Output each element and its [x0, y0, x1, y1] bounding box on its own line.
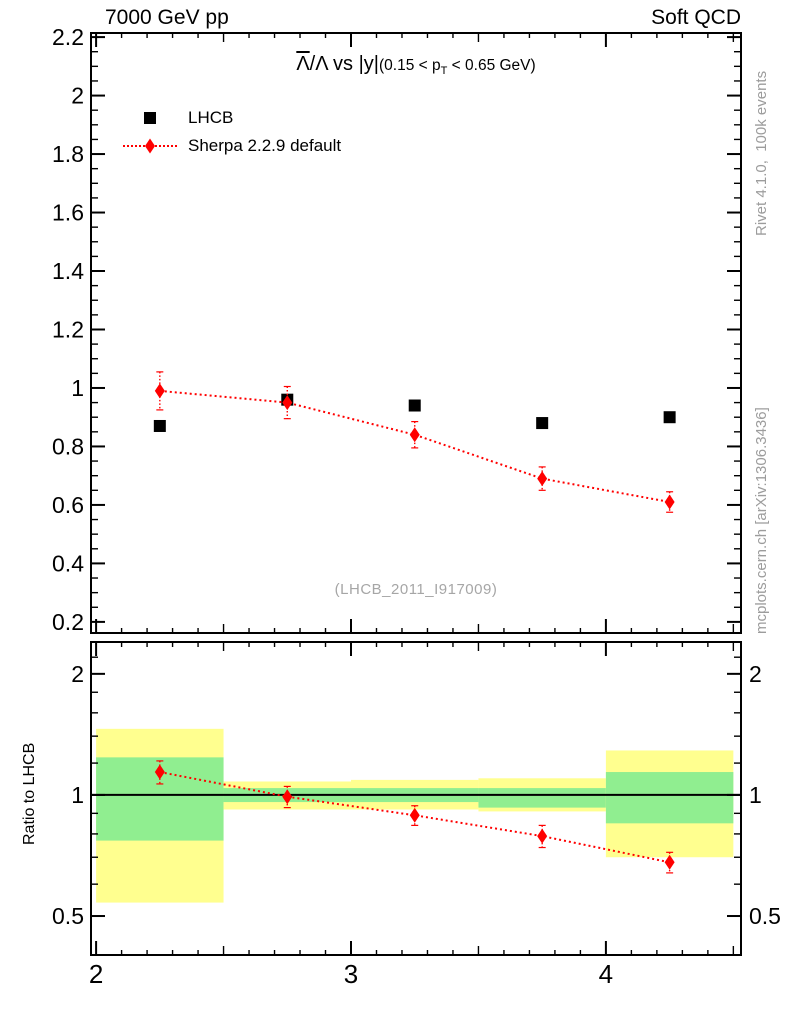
plot-title: Λ/Λ vs |y|(0.15 < pT < 0.65 GeV): [91, 53, 741, 77]
tick-label: 0.8: [52, 433, 84, 459]
diamond-marker: [537, 828, 548, 844]
square-marker: [408, 399, 421, 412]
tick-label: 0.5: [52, 903, 84, 929]
sherpa-line: [159, 389, 670, 503]
legend-marker-cell: [122, 112, 178, 124]
header-process-group: Soft QCD: [651, 6, 741, 29]
legend: LHCB Sherpa 2.2.9 default: [122, 104, 341, 160]
tick-label: 4: [599, 959, 613, 989]
square-marker: [153, 419, 166, 432]
legend-item-lhcb: LHCB: [122, 104, 341, 132]
side-caption-rivet: Rivet 4.1.0, 100k events: [753, 70, 770, 236]
band-stat: [605, 772, 734, 824]
band-stat: [478, 788, 606, 808]
lambda-bar-symbol: Λ: [296, 53, 310, 75]
plot-title-cut-pre: (0.15 < p: [379, 57, 441, 74]
legend-label-sherpa: Sherpa 2.2.9 default: [188, 136, 342, 155]
pt-subscript: T: [440, 65, 448, 78]
plot-title-main: /Λ vs |y|: [309, 53, 379, 75]
tick-label: 1.4: [52, 258, 84, 284]
black-square-marker-icon: [144, 112, 156, 124]
red-diamond-marker-icon: [145, 138, 155, 154]
main-panel-frame: [90, 32, 742, 634]
diamond-marker: [664, 854, 675, 870]
side-caption-mcplots: mcplots.cern.ch [arXiv:1306.3436]: [753, 407, 770, 634]
tick-label: 0.4: [52, 550, 84, 576]
diamond-marker: [282, 789, 293, 805]
tick-label: 3: [344, 959, 358, 989]
analysis-watermark: (LHCB_2011_I917009): [334, 581, 498, 598]
red-dotted-line-icon: [123, 138, 177, 154]
tick-label: 2: [749, 661, 762, 687]
ratio-y-axis-label: Ratio to LHCB: [21, 742, 38, 845]
tick-label: 0.5: [749, 903, 781, 929]
plot-title-cut-post: < 0.65 GeV): [447, 57, 536, 74]
header-beam-energy: 7000 GeV pp: [105, 6, 229, 29]
tick-labels: 0.2 0.4 0.6 0.8 1 1.2 1.4 1.6 1.8 2 2.2 0.5 0.5 1 1 2 2 2…: [52, 24, 781, 989]
diamond-marker: [154, 764, 165, 780]
diamond-marker: [282, 395, 293, 411]
tick-label: 1: [71, 375, 84, 401]
tick-label: 2: [71, 83, 84, 109]
tick-label: 1.6: [52, 200, 84, 226]
diamond-marker: [537, 471, 548, 487]
panel-frames: [90, 32, 742, 956]
legend-item-sherpa: Sherpa 2.2.9 default: [122, 132, 341, 160]
diamond-marker: [409, 427, 420, 443]
ratio-panel-frame: [90, 641, 742, 956]
tick-label: 2.2: [52, 24, 84, 50]
tick-label: 1.2: [52, 316, 84, 342]
diamond-marker: [409, 807, 420, 823]
tick-label: 1: [749, 782, 762, 808]
square-marker: [536, 417, 549, 430]
tick-label: 0.6: [52, 492, 84, 518]
diamond-marker: [154, 383, 165, 399]
tick-label: 1.8: [52, 141, 84, 167]
tick-label: 0.2: [52, 609, 84, 635]
tick-label: 2: [89, 959, 103, 989]
tick-label: 1: [71, 782, 84, 808]
legend-marker-cell: [122, 138, 178, 154]
sherpa-data-points: [154, 371, 675, 513]
tick-label: 2: [71, 661, 84, 687]
ratio-line: [159, 771, 670, 864]
square-marker: [663, 411, 676, 424]
legend-label-lhcb: LHCB: [188, 108, 234, 127]
diamond-marker: [664, 494, 675, 510]
ratio-data-points: [154, 760, 675, 874]
axis-ticks: [91, 33, 741, 956]
